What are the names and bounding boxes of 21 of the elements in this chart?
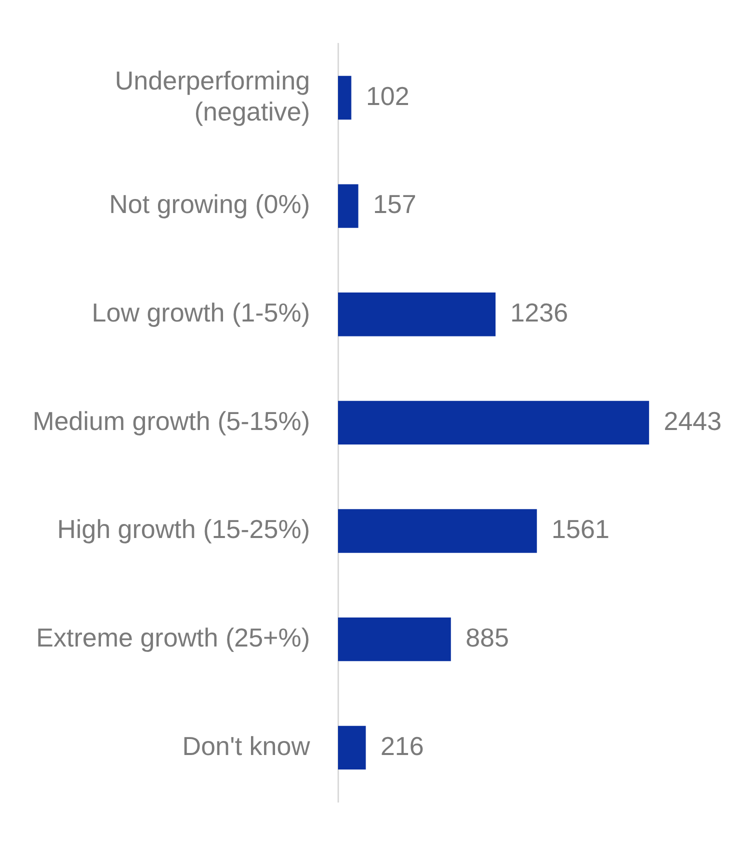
bar bbox=[338, 292, 496, 336]
y-tick-label: Don't know bbox=[182, 730, 310, 761]
bar bbox=[338, 184, 358, 228]
y-tick-label: Not growing (0%) bbox=[109, 189, 310, 220]
data-label: 216 bbox=[380, 730, 424, 761]
bar bbox=[338, 76, 352, 120]
y-tick-label: Medium growth (5-15%) bbox=[32, 406, 310, 436]
data-label: 2443 bbox=[664, 406, 722, 436]
bar bbox=[338, 726, 366, 770]
y-tick-label: Low growth (1-5%) bbox=[92, 298, 310, 328]
data-label: 885 bbox=[466, 622, 509, 652]
data-label: 157 bbox=[372, 189, 416, 220]
y-tick-label: Underperforming (negative) bbox=[114, 65, 310, 127]
y-tick-label: High growth (15-25%) bbox=[57, 514, 310, 544]
bar bbox=[338, 509, 537, 553]
bar bbox=[338, 400, 650, 445]
data-label: 1236 bbox=[510, 298, 568, 328]
y-tick-label: Extreme growth (25+%) bbox=[36, 622, 310, 652]
bar bbox=[338, 618, 451, 662]
data-label: 102 bbox=[366, 80, 410, 111]
data-label: 1561 bbox=[552, 514, 610, 544]
